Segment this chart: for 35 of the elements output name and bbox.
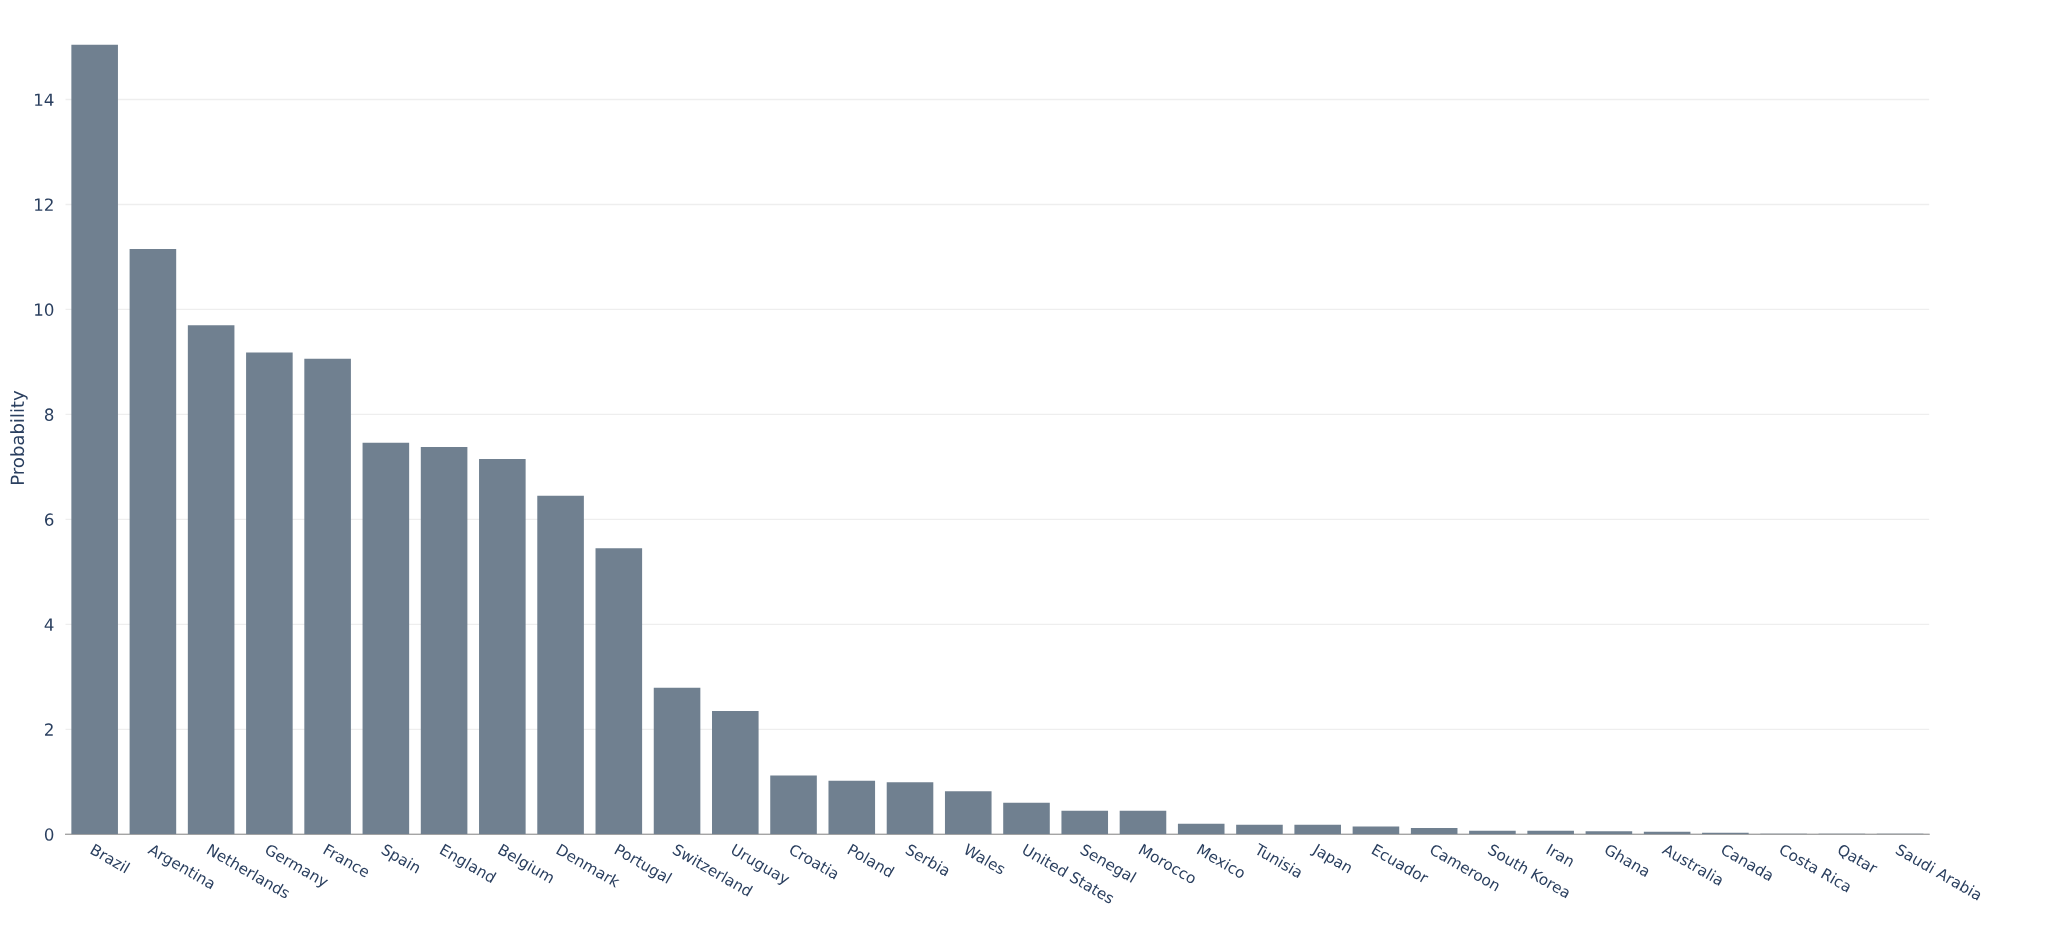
y-tick-label: 4 [44, 618, 54, 631]
bar [1410, 828, 1458, 835]
bar [304, 358, 351, 835]
bar [246, 352, 293, 835]
bar [1003, 802, 1050, 835]
y-tick-label: 6 [44, 513, 54, 526]
x-tick-label: Iran [1546, 843, 1576, 868]
y-tick-label: 0 [44, 828, 54, 841]
y-tick-label: 8 [44, 408, 54, 421]
bar [1177, 823, 1225, 835]
bar [71, 44, 118, 835]
bar [1585, 831, 1633, 835]
bar [420, 446, 468, 835]
bar [886, 782, 934, 835]
y-axis-title: Probability [10, 390, 28, 484]
bar [362, 442, 410, 835]
bar [1061, 810, 1109, 835]
bar [770, 775, 817, 835]
bar [712, 710, 759, 835]
y-tick-label: 2 [45, 723, 53, 736]
bar [828, 780, 876, 835]
bar [1352, 826, 1400, 835]
bar [1236, 824, 1283, 835]
bar [187, 325, 235, 835]
bar [537, 495, 584, 835]
bar [479, 459, 526, 835]
y-tick-label: 12 [35, 198, 53, 211]
bar [129, 249, 177, 835]
bar [653, 687, 701, 835]
y-tick-label: 14 [35, 93, 54, 106]
bar [1119, 810, 1167, 835]
y-tick-label: 10 [35, 303, 54, 316]
bar [595, 548, 643, 835]
bar [1294, 824, 1341, 835]
bar [944, 791, 992, 835]
